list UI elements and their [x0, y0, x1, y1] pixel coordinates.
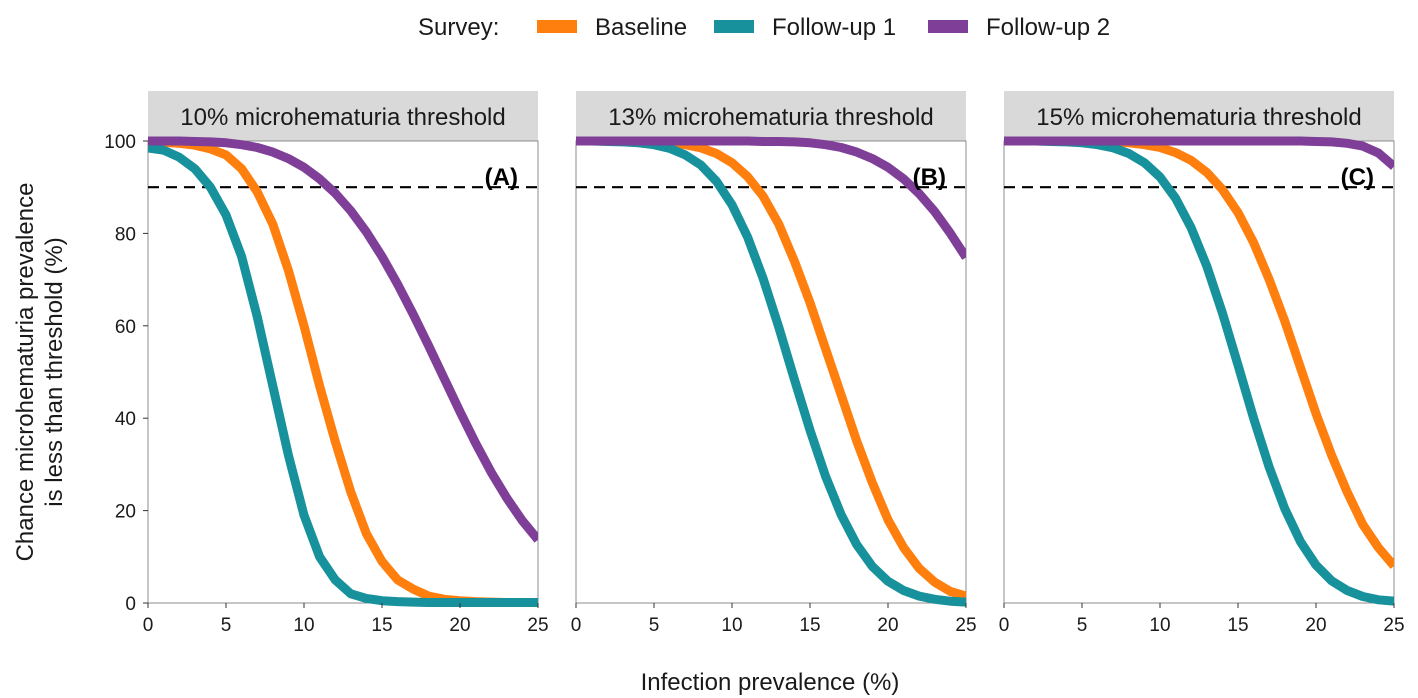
legend-label-follow-up-1: Follow-up 1: [772, 14, 896, 41]
x-tick-label: 10: [293, 615, 314, 636]
series-line-follow-up-2: [576, 136, 966, 260]
x-tick-label: 25: [527, 615, 548, 636]
x-tick-label: 20: [877, 615, 898, 636]
facet-strip: [1004, 91, 1394, 141]
legend-swatch-follow-up-2: [928, 20, 968, 33]
facet-strip-label: 15% microhematuria threshold: [1036, 104, 1362, 131]
series-line-follow-up-2: [1004, 136, 1394, 170]
x-tick-label: 10: [721, 615, 742, 636]
x-tick-label: 15: [371, 615, 392, 636]
panel-tag: (C): [1341, 164, 1374, 191]
x-tick-label: 15: [799, 615, 820, 636]
x-tick-label: 5: [649, 615, 660, 636]
facet-strip-label: 13% microhematuria threshold: [608, 104, 934, 131]
legend-label-follow-up-2: Follow-up 2: [986, 14, 1110, 41]
series-line-follow-up-2: [148, 136, 538, 543]
y-tick-label: 80: [115, 224, 136, 245]
plot-area: [147, 140, 539, 604]
x-tick-label: 0: [999, 615, 1010, 636]
facet-strip: [148, 91, 538, 141]
y-tick-label: 20: [115, 502, 136, 523]
series-line-follow-up-1: [148, 143, 538, 607]
x-tick-label: 25: [1383, 615, 1404, 636]
facet-strip: [576, 91, 966, 141]
y-tick-label: 0: [125, 594, 136, 615]
facet-panels: 10% microhematuria threshold (A) 0 5 10 15 20 2…: [104, 91, 1405, 636]
panel-tag: (B): [913, 164, 946, 191]
x-tick-label: 0: [571, 615, 582, 636]
y-tick-label: 100: [104, 132, 136, 153]
x-tick-label: 20: [1305, 615, 1326, 636]
y-tick-label: 40: [115, 409, 136, 430]
y-axis-title-line-1: Chance microhematuria prevalence: [12, 183, 39, 562]
x-tick-label: 5: [221, 615, 232, 636]
plot-area: [1003, 140, 1395, 604]
x-tick-label: 25: [955, 615, 976, 636]
x-tick-label: 20: [449, 615, 470, 636]
facet-panel-2: 13% microhematuria threshold (B) 0 5 10 15 20 2…: [571, 91, 977, 636]
x-tick-label: 15: [1227, 615, 1248, 636]
legend-label-baseline: Baseline: [595, 14, 687, 41]
legend-title: Survey:: [418, 14, 499, 41]
x-tick-label: 10: [1149, 615, 1170, 636]
legend: Survey: Baseline Follow-up 1 Follow-up 2: [418, 14, 1110, 41]
x-tick-label: 0: [143, 615, 154, 636]
legend-swatch-follow-up-1: [714, 20, 754, 33]
x-axis-title: Infection prevalence (%): [641, 669, 900, 696]
facet-panel-3: 15% microhematuria threshold (C) 0 5 10 15 20 2…: [999, 91, 1405, 636]
panel-tag: (A): [485, 164, 518, 191]
facet-strip-label: 10% microhematuria threshold: [180, 104, 506, 131]
x-tick-label: 5: [1077, 615, 1088, 636]
legend-swatch-baseline: [537, 20, 577, 33]
facet-panel-1: 10% microhematuria threshold (A) 0 5 10 15 20 2…: [104, 91, 549, 636]
y-tick-label: 60: [115, 317, 136, 338]
y-axis-title-line-2: is less than threshold (%): [41, 237, 68, 506]
